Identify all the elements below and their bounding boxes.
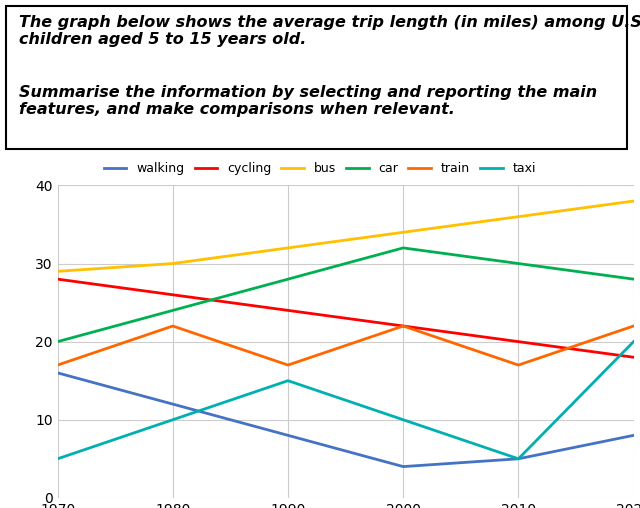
bus <box>169 261 177 267</box>
walking <box>169 401 177 407</box>
taxi <box>515 456 522 462</box>
train <box>515 362 522 368</box>
taxi <box>169 417 177 423</box>
car <box>399 245 407 251</box>
FancyBboxPatch shape <box>6 6 627 149</box>
cycling <box>515 339 522 345</box>
taxi <box>399 417 407 423</box>
Line: bus: bus <box>58 201 634 271</box>
walking <box>284 432 292 438</box>
taxi <box>54 456 61 462</box>
bus <box>399 229 407 235</box>
car <box>284 276 292 282</box>
Legend: walking, cycling, bus, car, train, taxi: walking, cycling, bus, car, train, taxi <box>99 157 541 180</box>
car <box>54 339 61 345</box>
cycling <box>284 307 292 313</box>
walking <box>515 456 522 462</box>
train <box>399 323 407 329</box>
Line: walking: walking <box>58 373 634 466</box>
train <box>630 323 637 329</box>
bus <box>54 268 61 274</box>
Line: car: car <box>58 248 634 342</box>
Line: cycling: cycling <box>58 279 634 357</box>
taxi <box>630 339 637 345</box>
walking <box>399 463 407 469</box>
bus <box>630 198 637 204</box>
cycling <box>399 323 407 329</box>
train <box>54 362 61 368</box>
cycling <box>54 276 61 282</box>
taxi <box>284 377 292 384</box>
walking <box>54 370 61 376</box>
car <box>515 261 522 267</box>
Line: taxi: taxi <box>58 342 634 459</box>
train <box>284 362 292 368</box>
cycling <box>169 292 177 298</box>
bus <box>284 245 292 251</box>
cycling <box>630 354 637 360</box>
Text: Summarise the information by selecting and reporting the main
features, and make: Summarise the information by selecting a… <box>19 85 597 117</box>
Line: train: train <box>58 326 634 365</box>
train <box>169 323 177 329</box>
bus <box>515 213 522 219</box>
Text: The graph below shows the average trip length (in miles) among U.S.
children age: The graph below shows the average trip l… <box>19 15 640 47</box>
walking <box>630 432 637 438</box>
car <box>630 276 637 282</box>
car <box>169 307 177 313</box>
